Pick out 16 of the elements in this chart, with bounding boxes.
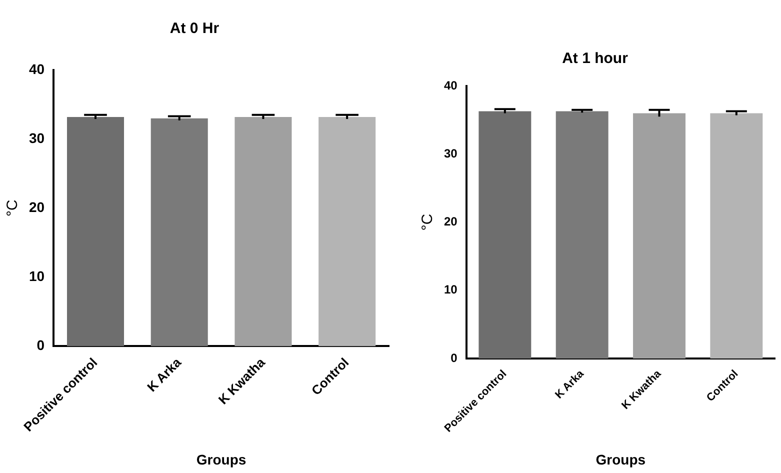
chart-title: At 0 Hr [170,20,220,38]
y-tick-label: 40 [444,78,458,92]
x-axis-title: Groups [196,451,246,468]
chart-title: At 1 hour [562,50,628,68]
y-tick-label: 0 [36,337,45,354]
y-axis-title: °C [419,214,436,231]
y-tick-label: 20 [444,214,458,229]
y-tick-label: 30 [444,146,458,160]
y-tick-label: 10 [28,268,45,284]
y-axis-title: °C [4,200,22,217]
y-tick-label: 20 [28,198,45,215]
x-axis-title: Groups [596,451,646,468]
y-tick-label: 10 [444,282,458,297]
y-tick-label: 30 [28,130,45,146]
y-tick-label: 0 [450,350,458,365]
y-tick-label: 40 [28,60,45,77]
